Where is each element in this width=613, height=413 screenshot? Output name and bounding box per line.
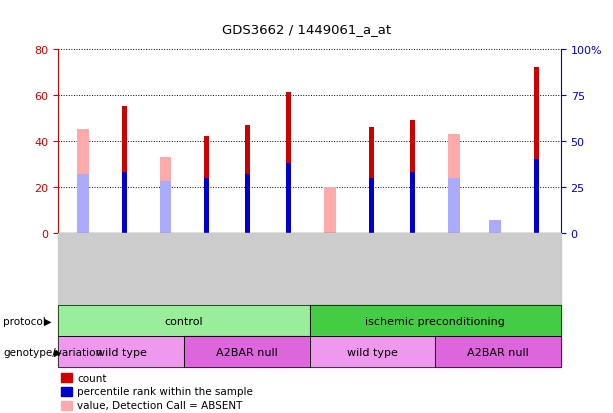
Bar <box>77 130 89 233</box>
Bar <box>204 137 209 233</box>
Bar <box>122 107 127 233</box>
Bar <box>286 93 291 233</box>
Bar <box>324 188 336 233</box>
Bar <box>534 68 539 233</box>
Bar <box>448 178 460 233</box>
Text: ▶: ▶ <box>54 347 61 357</box>
Bar <box>369 178 374 233</box>
Text: A2BAR null: A2BAR null <box>467 347 529 357</box>
Bar <box>245 175 250 233</box>
Bar <box>77 175 89 233</box>
Text: value, Detection Call = ABSENT: value, Detection Call = ABSENT <box>77 400 243 410</box>
Bar <box>122 173 127 233</box>
Bar <box>159 157 171 233</box>
Text: wild type: wild type <box>96 347 147 357</box>
Bar <box>369 128 374 233</box>
Bar <box>489 221 501 233</box>
Text: GDS3662 / 1449061_a_at: GDS3662 / 1449061_a_at <box>222 23 391 36</box>
Text: genotype/variation: genotype/variation <box>3 347 102 357</box>
Bar <box>159 182 171 233</box>
Bar <box>489 226 501 233</box>
Bar <box>534 160 539 233</box>
Text: A2BAR null: A2BAR null <box>216 347 278 357</box>
Text: count: count <box>77 373 107 383</box>
Bar <box>204 178 209 233</box>
Text: protocol: protocol <box>3 316 46 326</box>
Text: percentile rank within the sample: percentile rank within the sample <box>77 387 253 396</box>
Bar <box>286 164 291 233</box>
Text: wild type: wild type <box>347 347 398 357</box>
Bar <box>410 121 415 233</box>
Bar <box>448 135 460 233</box>
Text: ▶: ▶ <box>44 316 51 326</box>
Text: ischemic preconditioning: ischemic preconditioning <box>365 316 505 326</box>
Bar <box>245 126 250 233</box>
Text: control: control <box>164 316 204 326</box>
Bar <box>410 173 415 233</box>
